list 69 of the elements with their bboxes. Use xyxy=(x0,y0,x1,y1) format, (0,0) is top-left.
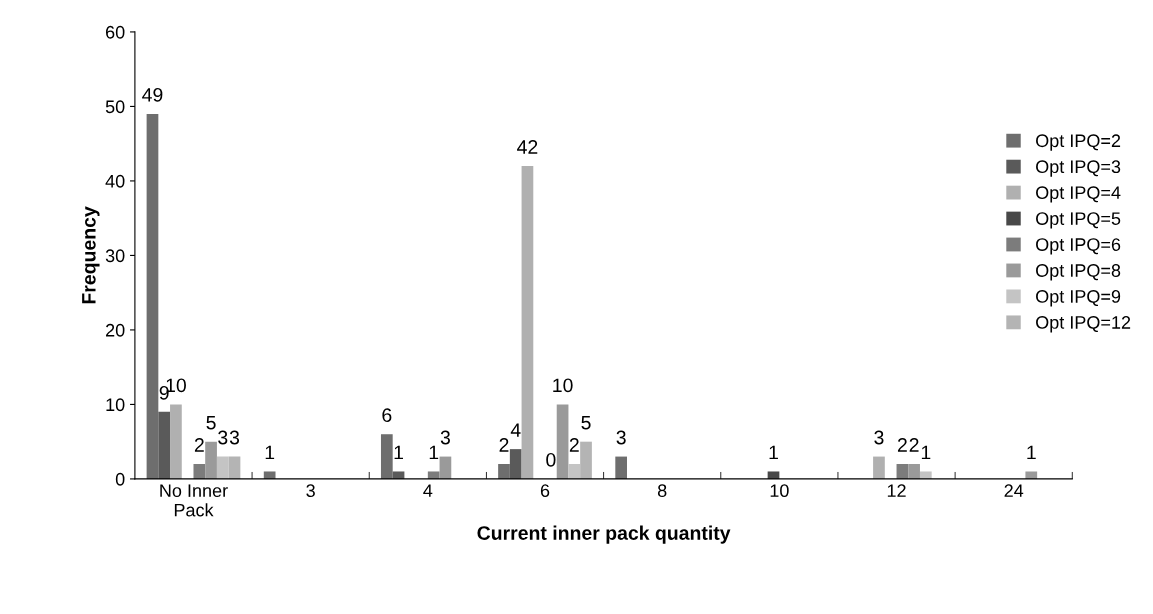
data-label: 2 xyxy=(194,438,204,452)
data-label: 6 xyxy=(382,408,392,423)
y-tick-label: 50 xyxy=(105,100,125,114)
bar xyxy=(216,456,229,479)
data-label: 1 xyxy=(921,445,931,460)
bar xyxy=(380,434,393,479)
y-tick-label: 30 xyxy=(105,249,125,263)
data-label: 49 xyxy=(142,87,163,102)
data-label: 42 xyxy=(517,140,538,154)
bar xyxy=(498,464,510,479)
y-tick-label: 0 xyxy=(115,472,125,486)
data-label: 3 xyxy=(616,430,626,445)
data-label: 1 xyxy=(769,445,778,460)
bar xyxy=(1025,471,1038,479)
bar xyxy=(146,113,159,479)
data-label: 1 xyxy=(265,445,275,460)
bar xyxy=(263,471,276,479)
legend-label: Opt IPQ=3 xyxy=(1036,160,1121,177)
legend-label: Opt IPQ=9 xyxy=(1036,290,1121,307)
legend-label: Opt IPQ=6 xyxy=(1036,238,1121,255)
bar xyxy=(615,456,628,479)
bar xyxy=(873,456,885,479)
data-label: 2 xyxy=(897,438,907,452)
legend-label: Opt IPQ=4 xyxy=(1036,186,1121,203)
legend-label: Opt IPQ=2 xyxy=(1036,134,1121,151)
legend-label: Opt IPQ=8 xyxy=(1036,264,1121,281)
y-tick-label: 40 xyxy=(105,174,125,188)
legend-label: Opt IPQ=5 xyxy=(1036,212,1121,229)
bar xyxy=(509,449,522,479)
data-label: 3 xyxy=(218,430,228,445)
bar xyxy=(158,411,171,479)
data-label: 1 xyxy=(394,445,403,460)
y-axis-title: Frequency xyxy=(82,206,100,304)
data-label: 5 xyxy=(206,415,216,430)
bar xyxy=(919,471,932,479)
data-label: 2 xyxy=(569,438,579,452)
bar xyxy=(908,464,920,479)
data-label: 5 xyxy=(581,415,591,430)
data-label: 1 xyxy=(429,445,439,460)
y-tick-label: 20 xyxy=(106,323,125,337)
y-tick-label: 10 xyxy=(106,398,125,412)
x-tick-label: No Inner Pack xyxy=(160,484,228,517)
data-label: 2 xyxy=(499,438,509,452)
data-label: 2 xyxy=(909,438,919,452)
bar xyxy=(521,166,534,479)
x-tick-label: 10 xyxy=(770,484,789,498)
data-label: 1 xyxy=(1027,445,1036,460)
bar xyxy=(580,441,592,479)
bar xyxy=(556,404,569,479)
bar xyxy=(193,464,206,479)
x-tick-label: 8 xyxy=(657,484,667,498)
bar xyxy=(205,441,217,479)
x-axis-title: Current inner pack quantity xyxy=(477,525,731,544)
x-tick-label: 4 xyxy=(423,484,433,497)
x-tick-label: 3 xyxy=(306,484,315,498)
bar xyxy=(568,464,581,479)
legend-label: Opt IPQ=12 xyxy=(1036,316,1131,333)
bar xyxy=(170,404,182,479)
x-tick-label: 12 xyxy=(887,484,906,497)
data-label: 4 xyxy=(510,423,521,437)
data-label: 3 xyxy=(440,430,450,445)
data-label: 3 xyxy=(874,430,884,445)
data-label: 3 xyxy=(229,430,240,445)
x-tick-label: 6 xyxy=(540,484,550,498)
data-label: 0 xyxy=(546,452,556,467)
y-tick-label: 60 xyxy=(106,25,125,39)
bar xyxy=(427,471,440,479)
data-label: 10 xyxy=(553,378,573,393)
x-tick-label: 24 xyxy=(1004,484,1024,497)
